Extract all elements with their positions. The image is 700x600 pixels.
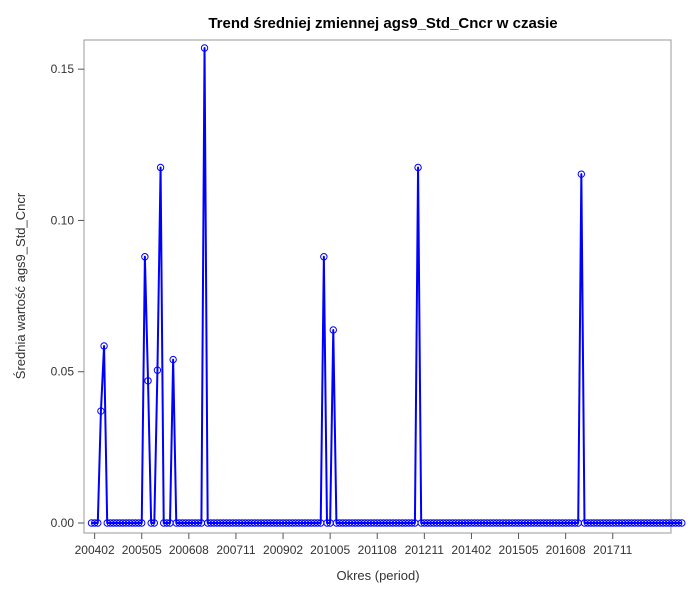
- x-tick-label: 200711: [216, 543, 255, 557]
- data-point: [150, 519, 159, 527]
- data-point: [414, 163, 422, 172]
- data-point: [134, 519, 143, 527]
- data-point: [100, 342, 108, 350]
- y-tick-label: 0.00: [51, 516, 75, 530]
- y-tick-label: 0.05: [51, 365, 75, 379]
- data-point: [97, 407, 105, 415]
- data-point: [674, 519, 683, 527]
- x-tick-label: 200505: [122, 543, 162, 557]
- data-point: [329, 326, 337, 334]
- series-line-group: [91, 47, 682, 524]
- data-point: [156, 163, 165, 172]
- data-point: [577, 170, 586, 178]
- x-tick-label: 201505: [499, 543, 539, 557]
- x-tick-label: 201108: [358, 543, 397, 557]
- data-point: [163, 519, 171, 527]
- data-markers: [87, 44, 686, 527]
- x-tick-label: 200402: [75, 543, 115, 557]
- x-tick-label: 200608: [169, 543, 209, 557]
- data-point: [408, 519, 416, 527]
- chart-title: Trend średniej zmiennej ags9_Std_Cncr w …: [208, 15, 557, 32]
- x-axis: 200402 200505 200608 200711 200902 201005 2011…: [75, 533, 633, 557]
- x-tick-label: 201005: [310, 543, 350, 557]
- data-point: [169, 355, 177, 364]
- y-axis: 0.00 0.05 0.10 0.15: [51, 62, 84, 530]
- data-point: [320, 253, 328, 261]
- x-tick-label: 201211: [405, 543, 444, 557]
- y-tick-label: 0.10: [51, 213, 75, 227]
- x-tick-label: 201402: [451, 543, 491, 557]
- data-point: [678, 519, 686, 527]
- data-point: [90, 519, 99, 527]
- data-point: [138, 519, 146, 527]
- x-tick-label: 200902: [263, 543, 303, 557]
- data-point: [144, 377, 152, 385]
- data-point: [571, 519, 579, 527]
- data-point: [200, 44, 209, 52]
- x-tick-label: 201711: [593, 543, 632, 557]
- y-axis-label: Średnia wartość ags9_Std_Cncr: [13, 192, 28, 379]
- data-point: [194, 519, 202, 527]
- data-point: [153, 366, 162, 374]
- data-point: [147, 519, 155, 527]
- data-point: [94, 519, 102, 527]
- series-line: [91, 47, 682, 524]
- x-tick-label: 201608: [546, 543, 586, 557]
- y-tick-label: 0.15: [51, 62, 75, 76]
- x-axis-label: Okres (period): [336, 568, 419, 583]
- data-point: [323, 519, 331, 527]
- data-point: [141, 253, 149, 261]
- data-point: [313, 519, 322, 527]
